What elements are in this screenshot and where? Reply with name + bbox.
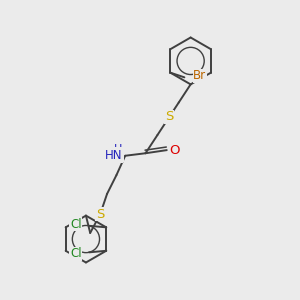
- Text: HN: HN: [105, 149, 122, 162]
- Text: Cl: Cl: [70, 218, 82, 231]
- Text: S: S: [165, 110, 173, 124]
- Text: S: S: [96, 208, 104, 221]
- Text: H: H: [114, 145, 123, 154]
- Text: O: O: [169, 144, 180, 157]
- Text: N: N: [114, 148, 123, 161]
- Text: Cl: Cl: [70, 248, 82, 260]
- Text: Br: Br: [193, 69, 206, 82]
